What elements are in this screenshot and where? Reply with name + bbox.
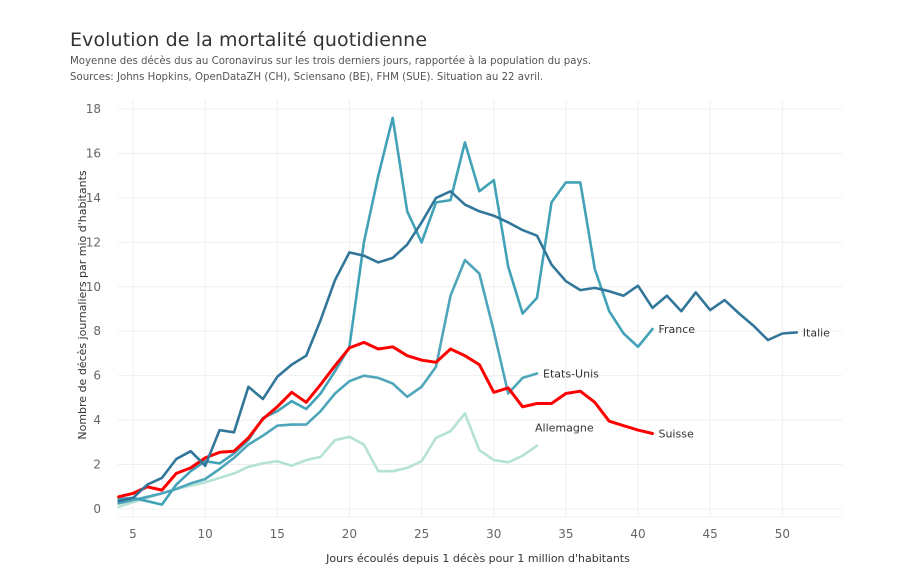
series-line-suisse	[117, 340, 654, 499]
x-tick-label: 10	[198, 527, 213, 541]
y-axis-label: Nombre de décès journaliers par mio d'ha…	[76, 170, 89, 440]
x-tick-label: 15	[270, 527, 285, 541]
x-axis-label: Jours écoulés depuis 1 décès pour 1 mill…	[325, 552, 630, 565]
y-tick-label: 14	[86, 191, 101, 205]
x-tick-label: 30	[486, 527, 501, 541]
y-tick-label: 10	[86, 280, 101, 294]
y-tick-label: 6	[93, 369, 101, 383]
y-tick-label: 12	[86, 235, 101, 249]
series-lines	[117, 116, 799, 509]
series-label-france: France	[658, 323, 695, 336]
series-label-etats-unis: Etats-Unis	[543, 367, 599, 380]
x-tick-label: 20	[342, 527, 357, 541]
series-line-france	[117, 116, 654, 506]
y-tick-label: 2	[93, 458, 101, 472]
y-tick-label: 18	[86, 102, 101, 116]
x-tick-label: 5	[129, 527, 137, 541]
y-tick-label: 4	[93, 413, 101, 427]
gridlines	[118, 100, 842, 518]
chart-subtitle-description: Moyenne des décès dus au Coronavirus sur…	[70, 56, 592, 67]
y-axis-ticks: 0 2 4 6 8 10 12 14 16 18	[86, 102, 101, 516]
x-tick-label: 25	[414, 527, 429, 541]
y-tick-label: 0	[93, 502, 101, 516]
x-tick-label: 50	[775, 527, 790, 541]
y-tick-label: 8	[93, 324, 101, 338]
series-line-italie	[117, 190, 799, 503]
x-tick-label: 40	[630, 527, 645, 541]
series-labels: Allemagne Etats-Unis France Suisse Italie	[535, 323, 830, 440]
series-label-allemagne: Allemagne	[535, 422, 594, 435]
x-tick-label: 45	[703, 527, 718, 541]
y-tick-label: 16	[86, 146, 101, 160]
chart-subtitle-sources: Sources: Johns Hopkins, OpenDataZH (CH),…	[70, 72, 544, 83]
chart-title: Evolution de la mortalité quotidienne	[70, 29, 428, 51]
series-label-suisse: Suisse	[658, 427, 693, 440]
x-tick-label: 35	[558, 527, 573, 541]
x-axis-ticks: 5 10 15 20 25 30 35 40 45 50	[129, 527, 790, 541]
series-line-etats-unis	[117, 258, 539, 505]
series-label-italie: Italie	[803, 326, 830, 339]
series-line-allemagne	[117, 412, 539, 509]
